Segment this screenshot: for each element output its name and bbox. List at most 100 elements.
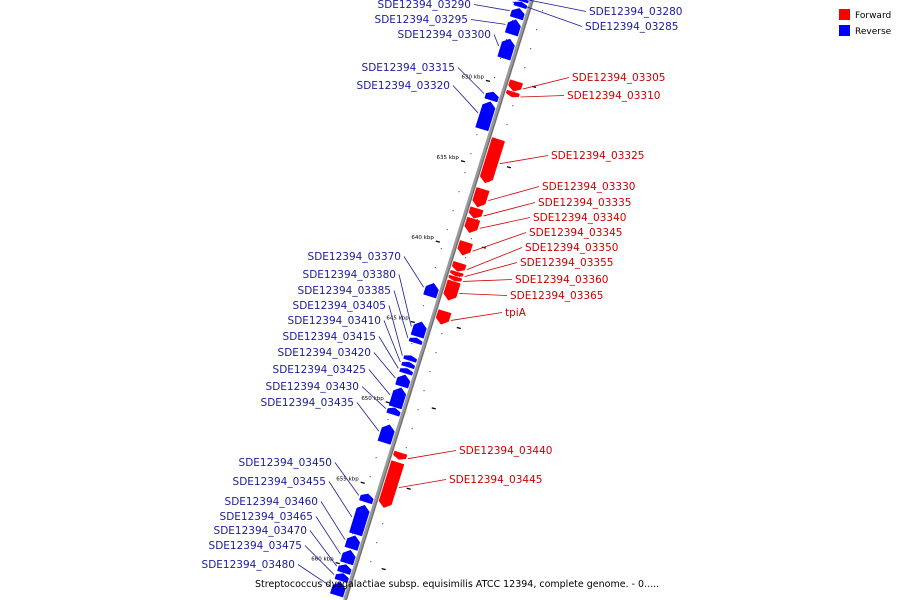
tick-mark (406, 487, 411, 490)
label-connector (499, 155, 549, 165)
tick-mark (485, 79, 491, 83)
gene-label[interactable]: SDE12394_03280 (589, 6, 682, 18)
label-connector (356, 402, 380, 432)
tick-label: 630 kbp (462, 74, 485, 80)
label-connector (526, 0, 587, 12)
label-connector (483, 202, 536, 217)
gene-feature[interactable] (479, 137, 506, 184)
gene-label[interactable]: tpiA (505, 307, 527, 319)
gene-label[interactable]: SDE12394_03455 (233, 476, 326, 488)
label-connector (304, 545, 335, 575)
gene-feature[interactable] (388, 387, 407, 410)
gene-feature[interactable] (395, 374, 411, 389)
gene-label[interactable]: SDE12394_03305 (572, 72, 665, 84)
gene-label[interactable]: SDE12394_03310 (567, 90, 660, 102)
gene-label[interactable]: SDE12394_03410 (288, 315, 381, 327)
gene-feature[interactable] (435, 309, 452, 325)
gene-label[interactable]: SDE12394_03365 (510, 290, 603, 302)
gene-label[interactable]: SDE12394_03445 (449, 474, 542, 486)
gene-feature[interactable] (451, 260, 467, 272)
gene-label[interactable]: SDE12394_03370 (308, 251, 401, 263)
gene-feature[interactable] (408, 337, 423, 346)
gene-feature[interactable] (410, 321, 427, 339)
label-connector (398, 274, 412, 327)
gene-label[interactable]: SDE12394_03435 (261, 397, 354, 409)
gene-feature[interactable] (484, 91, 499, 103)
gene-label[interactable]: SDE12394_03315 (362, 62, 455, 74)
tick-mark (335, 562, 340, 565)
gene-label[interactable]: SDE12394_03440 (459, 445, 552, 457)
gene-label[interactable]: SDE12394_03330 (542, 181, 635, 193)
gene-feature[interactable] (337, 564, 352, 575)
gene-label[interactable]: SDE12394_03355 (520, 257, 613, 269)
gene-label[interactable]: SDE12394_03385 (298, 285, 391, 297)
gene-label[interactable]: SDE12394_03480 (202, 559, 295, 571)
gene-feature[interactable] (464, 216, 481, 234)
gene-label[interactable]: SDE12394_03345 (529, 227, 622, 239)
genome-caption: Streptococcus dysgalactiae subsp. equisi… (255, 579, 659, 590)
gene-label[interactable]: SDE12394_03380 (303, 269, 396, 281)
gene-feature[interactable] (449, 269, 464, 277)
gene-label[interactable]: SDE12394_03415 (283, 331, 376, 343)
gene-feature[interactable] (448, 274, 463, 282)
gene-label[interactable]: SDE12394_03295 (375, 14, 468, 26)
gene-label[interactable]: SDE12394_03340 (533, 212, 626, 224)
gene-feature[interactable] (468, 206, 484, 219)
label-connector (493, 34, 500, 47)
gene-feature[interactable] (443, 279, 461, 301)
gene-feature[interactable] (475, 101, 496, 132)
gene-label[interactable]: SDE12394_03325 (551, 150, 644, 162)
gene-label[interactable]: SDE12394_03360 (515, 274, 608, 286)
gene-label[interactable]: SDE12394_03300 (398, 29, 491, 41)
gene-feature[interactable] (334, 573, 349, 583)
track-dot (530, 48, 532, 50)
gene-feature[interactable] (344, 535, 361, 551)
label-connectors (297, 0, 587, 587)
gene-feature[interactable] (393, 450, 408, 460)
track-dot (429, 371, 431, 373)
gene-feature[interactable] (377, 424, 395, 445)
label-connector (479, 217, 531, 229)
gene-feature[interactable] (399, 368, 414, 376)
gene-feature[interactable] (403, 355, 418, 363)
gene-label[interactable]: SDE12394_03290 (378, 0, 471, 11)
tick-mark (456, 326, 461, 330)
gene-feature[interactable] (349, 504, 370, 537)
label-connector (403, 256, 424, 288)
gene-feature[interactable] (359, 493, 374, 505)
gene-feature[interactable] (497, 38, 515, 61)
gene-label[interactable]: SDE12394_03320 (357, 80, 450, 92)
gene-label[interactable]: SDE12394_03425 (273, 364, 366, 376)
gene-feature[interactable] (386, 407, 401, 417)
gene-label[interactable]: SDE12394_03460 (225, 496, 318, 508)
gene-label[interactable]: SDE12394_03285 (585, 21, 678, 33)
gene-feature[interactable] (504, 19, 521, 37)
gene-label[interactable]: SDE12394_03405 (293, 300, 386, 312)
gene-label[interactable]: SDE12394_03470 (214, 525, 307, 537)
label-connector (398, 479, 447, 489)
label-connector (459, 293, 508, 296)
gene-feature[interactable] (472, 187, 490, 208)
gene-feature[interactable] (505, 89, 520, 98)
gene-feature[interactable] (516, 0, 529, 4)
gene-label[interactable]: SDE12394_03420 (278, 347, 371, 359)
gene-feature[interactable] (509, 8, 525, 21)
gene-feature[interactable] (401, 361, 416, 370)
gene-label[interactable]: SDE12394_03450 (239, 457, 332, 469)
backbone-line (343, 0, 534, 600)
gene-feature[interactable] (508, 79, 524, 92)
gene-feature[interactable] (457, 240, 473, 256)
gene-feature[interactable] (340, 549, 356, 566)
label-connector (463, 279, 513, 282)
gene-feature[interactable] (329, 581, 346, 598)
gene-label[interactable]: SDE12394_03430 (266, 381, 359, 393)
gene-feature[interactable] (378, 460, 405, 508)
gene-feature[interactable] (423, 282, 439, 299)
gene-feature[interactable] (513, 1, 528, 10)
gene-label[interactable]: SDE12394_03350 (525, 242, 618, 254)
label-connector (472, 232, 527, 252)
gene-label[interactable]: SDE12394_03335 (538, 197, 631, 209)
gene-label[interactable]: SDE12394_03465 (220, 511, 313, 523)
gene-label[interactable]: SDE12394_03475 (209, 540, 302, 552)
